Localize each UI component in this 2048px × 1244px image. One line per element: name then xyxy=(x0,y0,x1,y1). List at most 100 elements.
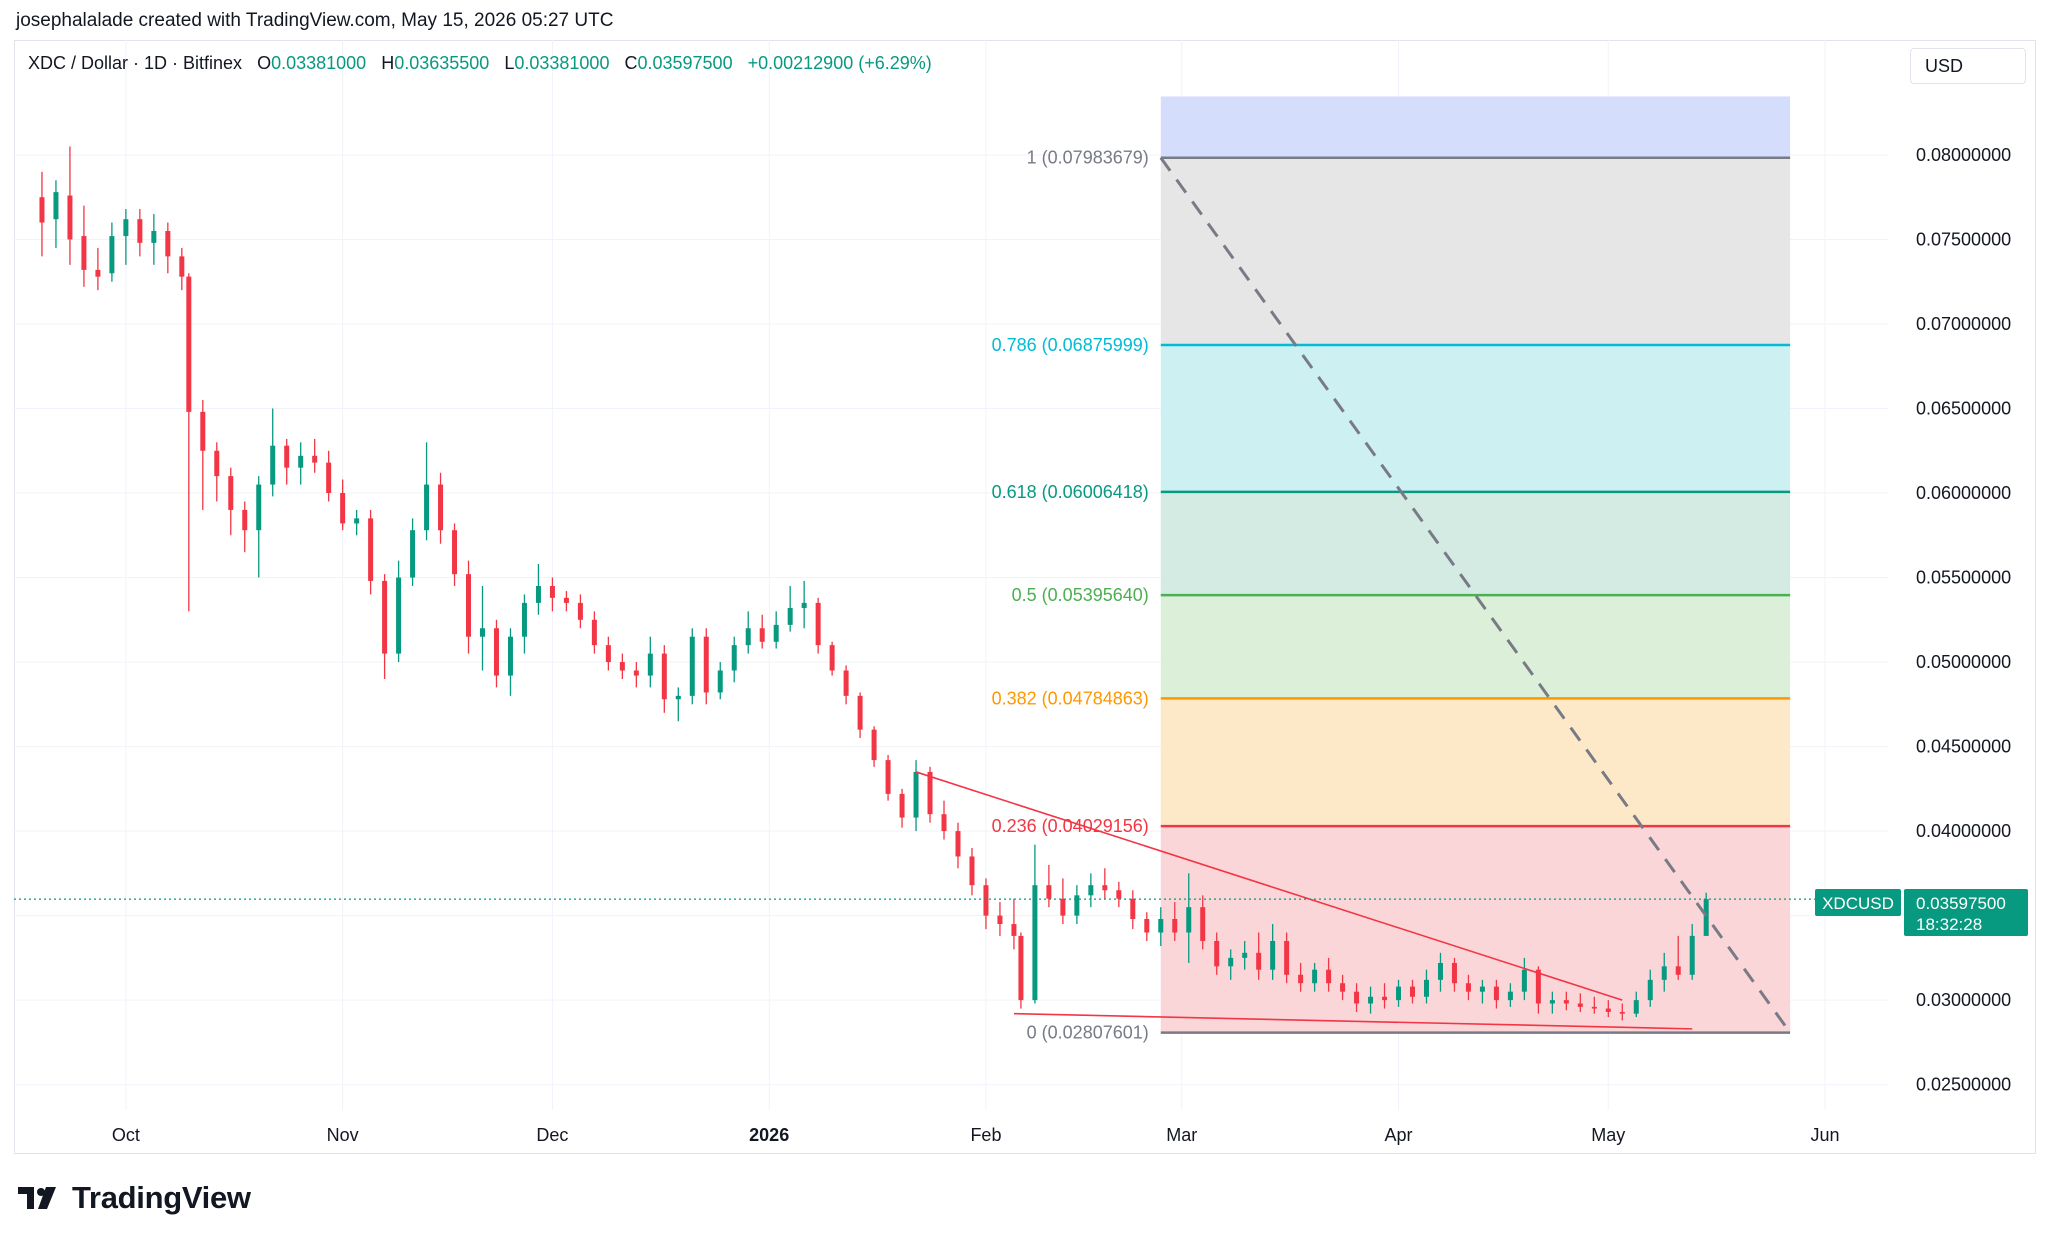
x-tick-label: Apr xyxy=(1385,1125,1413,1145)
candle-body xyxy=(1647,979,1653,1001)
y-tick-label: 0.03000000 xyxy=(1916,990,2011,1010)
candle-body xyxy=(1493,986,1499,1001)
close-value: 0.03597500 xyxy=(637,53,733,73)
candle-body xyxy=(1368,996,1374,1004)
candle-body xyxy=(480,628,485,637)
y-tick-label: 0.05500000 xyxy=(1916,568,2011,588)
candle-body xyxy=(1228,957,1234,967)
candle-body xyxy=(1382,996,1388,1001)
candle-body xyxy=(1689,935,1695,975)
candle-body xyxy=(941,814,947,832)
candle-body xyxy=(703,636,709,693)
candle-body xyxy=(186,276,192,412)
candle-body xyxy=(1256,952,1262,970)
fib-band xyxy=(1160,595,1791,699)
candle-body xyxy=(1479,986,1485,992)
candle-body xyxy=(731,645,737,671)
fib-level-label: 0.5 (0.05395640) xyxy=(1012,585,1149,605)
candle-body xyxy=(1102,885,1108,891)
tradingview-logo-icon xyxy=(18,1187,56,1209)
candle-body xyxy=(1158,918,1164,933)
candle-body xyxy=(549,585,555,598)
candle-body xyxy=(1270,940,1276,970)
candle-body xyxy=(1130,898,1136,919)
candle-body xyxy=(214,450,220,477)
candle-body xyxy=(270,445,276,485)
high-key: H xyxy=(381,53,395,73)
candle-body xyxy=(619,662,625,671)
y-tick-label: 0.07000000 xyxy=(1916,314,2011,334)
candle-body xyxy=(1465,983,1471,992)
open-value: 0.03381000 xyxy=(271,53,367,73)
candle-body xyxy=(955,831,961,857)
fib-level-label: 0.618 (0.06006418) xyxy=(992,482,1149,502)
candle-body xyxy=(1032,885,1038,1001)
candle-body xyxy=(1200,907,1206,941)
candle-body xyxy=(1354,991,1360,1004)
candle-body xyxy=(165,231,171,257)
candle-body xyxy=(745,628,751,646)
candles xyxy=(39,146,1709,1021)
candle-body xyxy=(997,915,1003,925)
candle-body xyxy=(647,653,653,676)
fib-level-label: 0.382 (0.04784863) xyxy=(992,688,1149,708)
candle-body xyxy=(67,195,73,240)
candle-body xyxy=(1535,969,1541,1004)
fib-level-label: 0 (0.02807601) xyxy=(1027,1023,1149,1043)
fib-band xyxy=(1160,698,1791,827)
bar-countdown-label: 18:32:28 xyxy=(1916,915,1982,934)
candle-body xyxy=(899,793,905,818)
y-tick-label: 0.05000000 xyxy=(1916,652,2011,672)
candle-body xyxy=(1018,935,1024,1001)
fib-level-label: 0.236 (0.04029156) xyxy=(992,816,1149,836)
candle-body xyxy=(1116,890,1122,899)
candle-body xyxy=(689,636,695,696)
tradingview-brand: TradingView xyxy=(16,1180,251,1216)
symbol-label[interactable]: XDC / Dollar · 1D · Bitfinex xyxy=(28,53,243,73)
x-tick-label: Dec xyxy=(536,1125,568,1145)
candle-body xyxy=(633,670,639,676)
candle-body xyxy=(773,624,779,642)
candle-body xyxy=(410,530,416,578)
close-key: C xyxy=(624,53,638,73)
y-tick-label: 0.08000000 xyxy=(1916,145,2011,165)
candle-body xyxy=(983,885,989,916)
candle-body xyxy=(885,760,891,794)
chart-frame xyxy=(14,40,2036,1154)
fib-bands xyxy=(1160,96,1791,1033)
candle-body xyxy=(256,484,262,531)
candle-body xyxy=(675,695,681,700)
open-key: O xyxy=(257,53,272,73)
candle-body xyxy=(1423,979,1429,997)
last-price-label: 0.03597500 xyxy=(1916,894,2006,913)
candle-body xyxy=(493,628,499,676)
candle-body xyxy=(535,585,541,603)
candle-body xyxy=(927,771,933,815)
candle-body xyxy=(1186,907,1192,933)
x-tick-label: Mar xyxy=(1166,1125,1197,1145)
candle-body xyxy=(1549,1000,1555,1004)
change-value: +0.00212900 (+6.29%) xyxy=(747,53,932,73)
candle-body xyxy=(151,231,157,243)
currency-button[interactable]: USD xyxy=(1910,48,2026,84)
low-value: 0.03381000 xyxy=(514,53,610,73)
candle-body xyxy=(1242,952,1248,958)
candle-body xyxy=(1046,885,1052,899)
trendline xyxy=(915,771,1623,1001)
candle-body xyxy=(1298,974,1304,984)
x-tick-label: Nov xyxy=(327,1125,359,1145)
candle-body xyxy=(1507,991,1513,1001)
y-tick-label: 0.06000000 xyxy=(1916,483,2011,503)
candle-body xyxy=(1577,1003,1583,1007)
candle-body xyxy=(95,269,101,277)
candle-body xyxy=(1011,924,1017,936)
candle-body xyxy=(605,645,611,663)
candle-body xyxy=(123,219,129,237)
fib-band xyxy=(1160,96,1791,158)
candle-body xyxy=(1088,885,1094,896)
candle-body xyxy=(661,653,667,700)
candle-body xyxy=(354,518,360,524)
candle-body xyxy=(298,455,304,468)
candle-body xyxy=(179,256,185,277)
